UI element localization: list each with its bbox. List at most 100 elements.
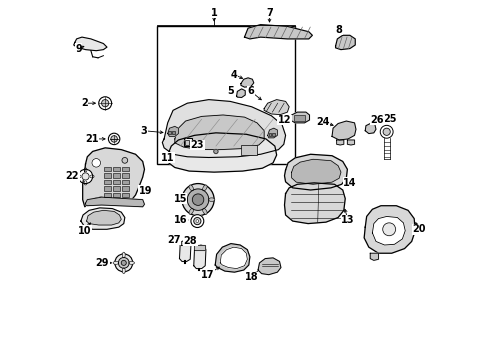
Text: 9: 9 (75, 44, 81, 54)
Text: 20: 20 (411, 224, 425, 234)
Polygon shape (167, 126, 178, 136)
Bar (113, 193, 120, 197)
Circle shape (382, 128, 389, 135)
Text: 17: 17 (201, 270, 214, 280)
Polygon shape (244, 24, 312, 39)
Text: 15: 15 (173, 194, 186, 203)
Bar (122, 180, 128, 184)
Text: 18: 18 (244, 272, 258, 282)
Ellipse shape (181, 198, 187, 202)
Text: 1: 1 (210, 8, 217, 18)
Circle shape (213, 149, 218, 154)
Polygon shape (193, 245, 205, 269)
Polygon shape (194, 245, 205, 249)
Circle shape (382, 223, 395, 236)
Polygon shape (179, 240, 190, 261)
Bar (104, 193, 111, 197)
Bar (272, 133, 274, 136)
Bar (167, 131, 171, 134)
Text: 21: 21 (85, 134, 98, 144)
Ellipse shape (90, 175, 94, 178)
Polygon shape (220, 247, 247, 269)
Bar (184, 140, 189, 145)
Bar (268, 133, 271, 136)
Polygon shape (258, 258, 281, 275)
Polygon shape (365, 123, 375, 134)
Text: 11: 11 (161, 153, 174, 163)
Ellipse shape (84, 168, 87, 172)
Text: 14: 14 (343, 178, 356, 188)
Circle shape (82, 173, 89, 180)
Polygon shape (82, 148, 144, 207)
Polygon shape (364, 206, 414, 253)
Bar (104, 173, 111, 178)
Polygon shape (241, 78, 253, 87)
Polygon shape (81, 208, 124, 229)
Polygon shape (346, 140, 354, 145)
Bar (122, 173, 128, 178)
Circle shape (78, 169, 93, 184)
Bar (122, 167, 128, 171)
Text: 13: 13 (341, 215, 354, 225)
Polygon shape (336, 140, 343, 145)
Text: 22: 22 (65, 171, 79, 181)
Bar (113, 186, 120, 191)
Ellipse shape (202, 185, 206, 191)
Bar (113, 167, 120, 171)
Circle shape (192, 194, 203, 205)
Text: 8: 8 (335, 25, 342, 35)
Ellipse shape (189, 208, 193, 214)
Bar (104, 167, 111, 171)
Bar (157, 26, 294, 164)
Circle shape (196, 220, 198, 222)
Ellipse shape (113, 261, 119, 264)
Text: 28: 28 (183, 236, 197, 246)
Circle shape (121, 260, 126, 265)
Text: 19: 19 (138, 186, 152, 196)
Text: 25: 25 (383, 113, 396, 123)
Polygon shape (291, 159, 340, 184)
Polygon shape (284, 183, 345, 224)
Text: 27: 27 (167, 235, 180, 245)
Polygon shape (369, 253, 378, 260)
Circle shape (190, 215, 203, 228)
Text: 24: 24 (316, 117, 329, 127)
Polygon shape (267, 128, 277, 138)
Text: 4: 4 (231, 69, 237, 80)
Bar (293, 114, 305, 121)
Bar (104, 180, 111, 184)
Ellipse shape (122, 268, 125, 274)
Bar (183, 138, 191, 146)
Bar (122, 193, 128, 197)
Polygon shape (162, 100, 285, 157)
Bar (113, 173, 120, 178)
Text: 2: 2 (81, 98, 88, 108)
Bar (122, 186, 128, 191)
Ellipse shape (189, 185, 193, 191)
Circle shape (118, 257, 129, 268)
Polygon shape (236, 89, 244, 98)
Ellipse shape (202, 208, 206, 214)
Polygon shape (264, 100, 288, 114)
Circle shape (111, 136, 117, 142)
Circle shape (187, 189, 208, 210)
Polygon shape (181, 241, 190, 245)
Polygon shape (372, 216, 405, 245)
Ellipse shape (208, 198, 214, 202)
Text: 26: 26 (370, 115, 384, 125)
Text: 29: 29 (95, 258, 109, 268)
Ellipse shape (84, 181, 87, 185)
Polygon shape (74, 37, 107, 51)
Polygon shape (167, 133, 276, 172)
Bar (172, 131, 175, 134)
Bar (113, 180, 120, 184)
Circle shape (115, 254, 132, 272)
Text: 12: 12 (277, 115, 291, 125)
Polygon shape (84, 197, 144, 207)
Polygon shape (284, 154, 346, 190)
Polygon shape (175, 115, 264, 150)
Polygon shape (331, 121, 355, 140)
Polygon shape (290, 112, 309, 123)
Text: 7: 7 (265, 8, 272, 18)
Ellipse shape (77, 175, 81, 178)
